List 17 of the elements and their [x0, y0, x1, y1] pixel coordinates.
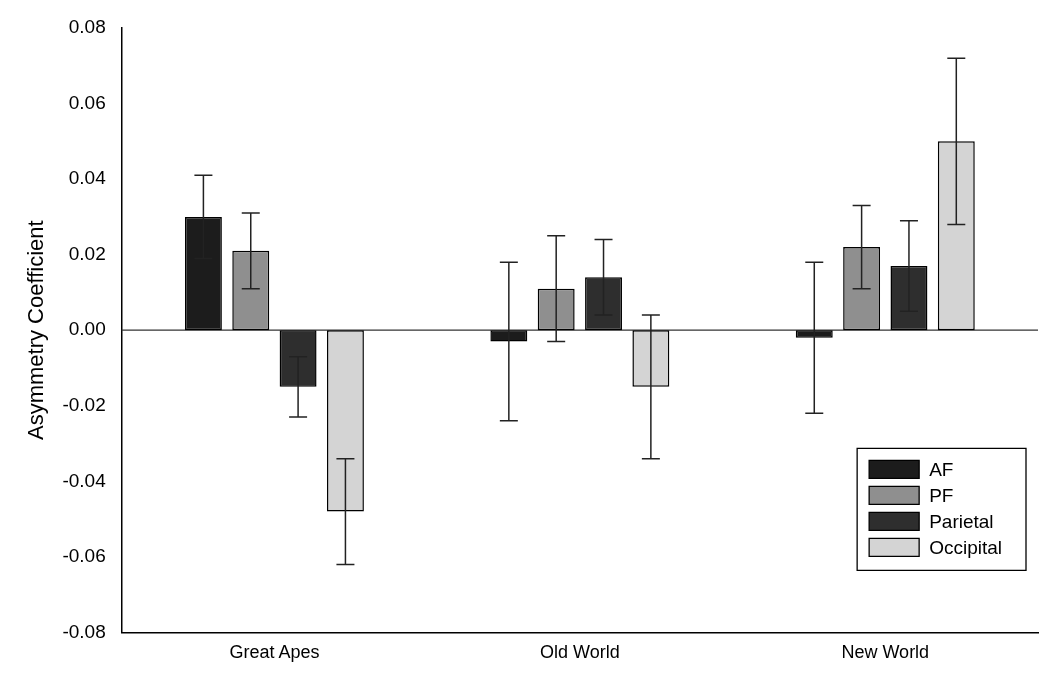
y-tick-label: -0.06: [62, 545, 106, 567]
y-tick-label: 0.08: [68, 16, 106, 38]
y-tick-label: 0.04: [68, 167, 107, 189]
x-tick-label: Old World: [540, 642, 620, 663]
legend-label: PF: [929, 484, 954, 506]
y-tick-label: -0.08: [62, 620, 106, 642]
legend-label: AF: [929, 458, 954, 480]
x-tick-label: Great Apes: [229, 642, 320, 663]
y-tick-label: 0.02: [68, 242, 106, 264]
x-tick-label: New World: [841, 642, 930, 663]
y-tick-label: -0.02: [62, 393, 106, 415]
y-tick-label: 0.00: [68, 318, 106, 340]
legend-label: Occipital: [929, 536, 1002, 558]
y-axis-title: Asymmetry Coefficient: [23, 220, 49, 441]
legend-label: Parietal: [929, 510, 994, 532]
y-tick-label: 0.06: [68, 91, 106, 113]
y-tick-label: -0.04: [62, 469, 107, 491]
